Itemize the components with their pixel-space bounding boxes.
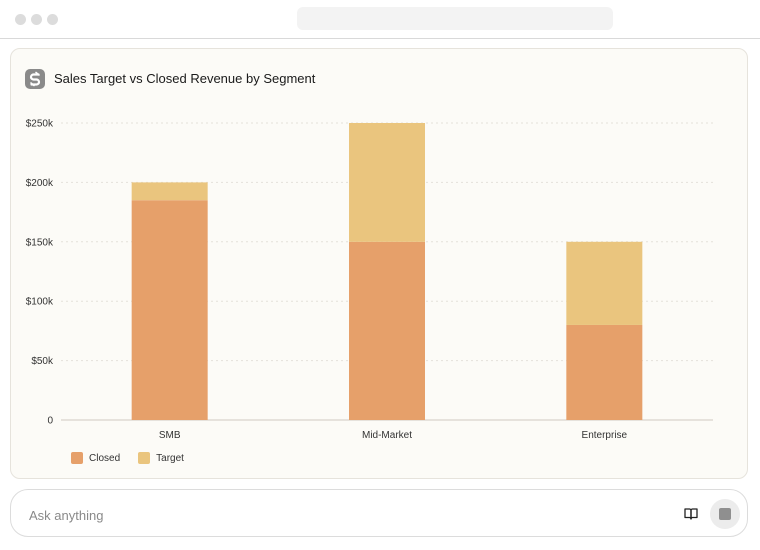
ask-input[interactable] xyxy=(27,504,631,526)
bar-chart: 0 $50k $100k $150k $200k $250k SMB Mid-Market En… xyxy=(26,119,713,441)
y-tick-label: $150k xyxy=(26,237,54,248)
chart-title: Sales Target vs Closed Revenue by Segmen… xyxy=(54,71,316,86)
legend-label: Target xyxy=(156,452,184,464)
legend-swatch xyxy=(71,452,83,464)
stop-button[interactable] xyxy=(710,499,740,529)
y-tick-label: $250k xyxy=(26,119,54,130)
bar-closed-smb xyxy=(131,200,208,420)
y-tick-label: $100k xyxy=(26,297,54,308)
legend-label: Closed xyxy=(89,452,121,464)
stop-icon xyxy=(719,508,731,520)
window-titlebar xyxy=(0,0,760,39)
window-close-dot[interactable] xyxy=(15,14,26,25)
bar-closed-enterprise xyxy=(566,324,643,420)
chart-card: Sales Target vs Closed Revenue by Segmen… xyxy=(10,48,748,479)
bar-target-enterprise xyxy=(566,241,643,325)
y-tick-label: $200k xyxy=(26,178,54,189)
chart-legend: Closed Target xyxy=(71,452,184,464)
book-icon[interactable] xyxy=(683,506,699,522)
legend-item: Closed xyxy=(71,452,120,464)
address-bar[interactable] xyxy=(297,7,613,30)
window-minimize-dot[interactable] xyxy=(31,14,42,25)
legend-item: Target xyxy=(138,452,184,464)
y-tick-label: $50k xyxy=(31,356,54,367)
bar-target-smb xyxy=(131,182,208,201)
window-maximize-dot[interactable] xyxy=(47,14,58,25)
ask-bar xyxy=(10,489,748,537)
x-tick-label: Mid-Market xyxy=(362,430,412,441)
x-tick-label: Enterprise xyxy=(582,430,628,441)
legend-swatch xyxy=(138,452,151,464)
x-tick-label: SMB xyxy=(159,430,181,441)
app-logo-icon xyxy=(25,69,45,89)
bar-closed-mid-market xyxy=(349,241,425,420)
y-tick-label: 0 xyxy=(47,416,53,427)
bar-target-mid-market xyxy=(349,123,425,242)
